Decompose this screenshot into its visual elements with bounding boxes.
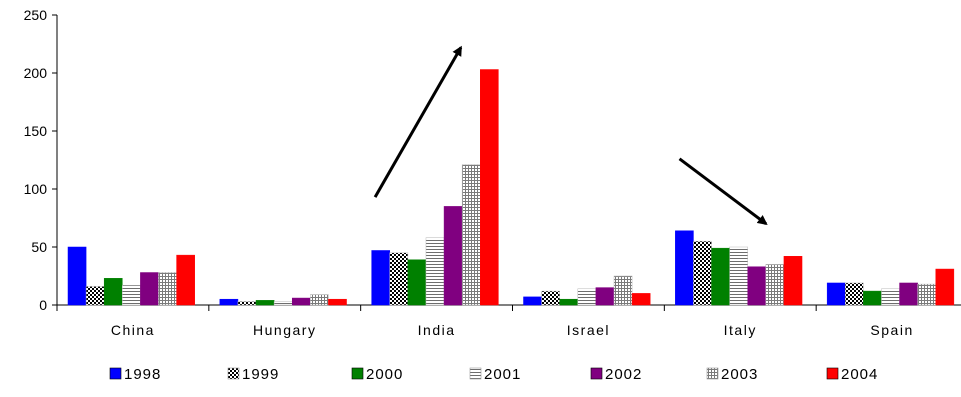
legend-swatch-1998 [109, 367, 122, 380]
legend-label: 2003 [721, 366, 758, 383]
legend-label: 1998 [124, 366, 161, 383]
axes [52, 14, 961, 311]
bar-2002-israel [595, 287, 615, 306]
bar-2004-italy [783, 256, 803, 306]
x-tick-label: Israel [567, 322, 610, 338]
legend-label: 2002 [605, 366, 642, 383]
bar-1999-italy [693, 240, 712, 306]
bar-2004-hungary [328, 298, 347, 306]
bar-2004-spain [935, 268, 955, 306]
bar-1998-china [67, 246, 87, 306]
bar-2003-hungary [310, 294, 329, 306]
bar-2003-israel [613, 275, 633, 306]
legend-swatch-2003 [706, 367, 719, 380]
bar-2002-india [443, 206, 463, 306]
y-tick-label: 200 [24, 65, 48, 81]
bar-2001-india [425, 237, 445, 306]
legend-swatch-1999 [227, 367, 240, 380]
y-tick-label: 250 [24, 7, 48, 23]
bar-2004-israel [631, 293, 651, 306]
trend-arrow-up [373, 45, 463, 198]
bar-1999-israel [541, 290, 560, 306]
x-tick-label: Hungary [253, 322, 316, 338]
bar-2000-china [103, 278, 123, 306]
legend-label: 2004 [841, 366, 878, 383]
bar-1999-spain [845, 282, 864, 306]
bar-2002-spain [899, 282, 918, 306]
legend-swatch-2001 [469, 367, 482, 380]
bar-2004-india [480, 69, 499, 306]
legend-swatch-2004 [826, 367, 839, 380]
bar-2001-china [122, 285, 141, 306]
bar-2002-hungary [291, 297, 311, 306]
annotations [373, 45, 768, 226]
bar-2000-italy [711, 247, 730, 306]
bar-2003-china [158, 272, 177, 306]
bar-2001-spain [881, 288, 900, 306]
bar-2002-china [140, 272, 159, 306]
legend: 1998 1999 2000 2001 2002 2003 2004 [109, 366, 878, 383]
bar-2001-italy [729, 246, 748, 306]
legend-swatch-2000 [351, 367, 364, 380]
axis-labels: 0 50 100 150 200 250 China Hungary India Israel It… [24, 7, 913, 338]
x-tick-label: India [418, 322, 456, 338]
bar-1998-india [371, 250, 391, 306]
y-tick-label: 0 [39, 297, 47, 313]
y-tick-label: 50 [31, 239, 47, 255]
bar-2003-italy [765, 264, 785, 306]
x-tick-label: Italy [724, 322, 757, 338]
bar-1998-italy [675, 230, 694, 306]
bar-1999-india [389, 252, 409, 306]
bar-2000-india [407, 259, 427, 306]
bar-2003-india [461, 164, 481, 306]
bar-2004-china [176, 254, 195, 306]
bar-2000-hungary [255, 300, 275, 306]
bar-1999-hungary [237, 301, 257, 306]
x-tick-label: China [111, 322, 155, 338]
legend-label: 2001 [484, 366, 521, 383]
bar-1998-hungary [219, 298, 239, 306]
bars [67, 69, 955, 306]
y-tick-label: 100 [24, 181, 48, 197]
legend-swatch-2002 [590, 367, 603, 380]
bar-1999-china [85, 286, 105, 306]
bar-2001-hungary [273, 301, 293, 306]
bar-2000-israel [559, 298, 579, 306]
bar-2001-israel [577, 288, 597, 306]
legend-label: 2000 [366, 366, 403, 383]
bar-2002-italy [747, 266, 767, 306]
bar-2003-spain [917, 283, 937, 306]
x-tick-label: Spain [870, 322, 913, 338]
bar-1998-israel [523, 296, 542, 306]
bar-2000-spain [863, 290, 882, 306]
y-tick-label: 150 [24, 123, 48, 139]
legend-label: 1999 [242, 366, 279, 383]
bar-1998-spain [826, 282, 846, 306]
trend-arrow-down [678, 157, 768, 226]
